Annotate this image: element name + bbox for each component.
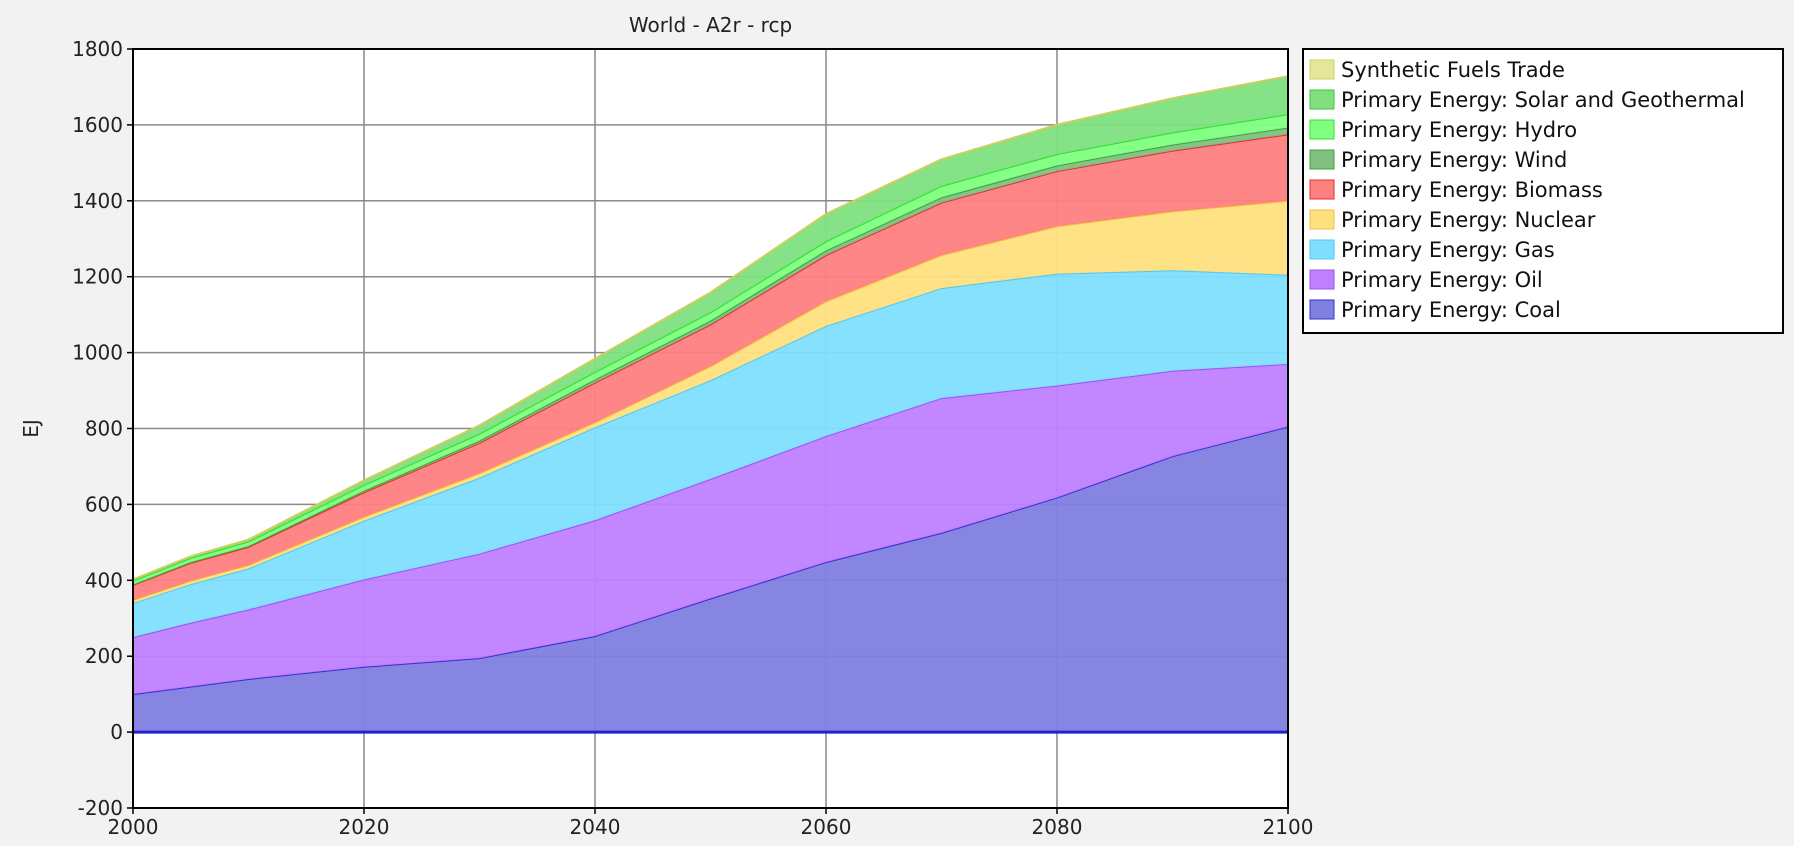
legend-swatch xyxy=(1309,269,1335,290)
legend-swatch xyxy=(1309,179,1335,200)
legend-swatch xyxy=(1309,119,1335,140)
x-tick-label: 2040 xyxy=(570,815,621,839)
y-tick-label: 1600 xyxy=(72,113,123,137)
series-line xyxy=(132,75,1289,581)
area-series xyxy=(133,364,1288,695)
y-tick-label: 600 xyxy=(85,492,123,516)
x-tick-label: 2080 xyxy=(1032,815,1083,839)
legend-label: Synthetic Fuels Trade xyxy=(1341,58,1565,82)
y-tick-label: 1200 xyxy=(72,265,123,289)
axes: -200 0 200 400 600 800 1000 1200 1400 1600 1800 200… xyxy=(72,37,1313,839)
area-series xyxy=(133,426,1288,733)
y-tick-label: 200 xyxy=(85,644,123,668)
legend-swatch xyxy=(1309,209,1335,230)
y-tick-label: -200 xyxy=(78,796,123,820)
legend-swatch xyxy=(1309,149,1335,170)
legend-label: Primary Energy: Solar and Geothermal xyxy=(1341,88,1745,112)
area-series xyxy=(133,270,1288,638)
legend-label: Primary Energy: Oil xyxy=(1341,268,1543,292)
legend-label: Primary Energy: Nuclear xyxy=(1341,208,1596,232)
legend-label: Primary Energy: Coal xyxy=(1341,298,1561,322)
y-tick-label: 800 xyxy=(85,417,123,441)
legend-swatch xyxy=(1309,59,1335,80)
legend-label: Primary Energy: Biomass xyxy=(1341,178,1603,202)
x-tick-label: 2000 xyxy=(108,815,159,839)
legend-swatch xyxy=(1309,89,1335,110)
y-tick-label: 1000 xyxy=(72,341,123,365)
legend-swatch xyxy=(1309,299,1335,320)
chart-title: World - A2r - rcp xyxy=(629,13,792,37)
area-series xyxy=(133,76,1288,581)
y-tick-label: 1400 xyxy=(72,189,123,213)
legend-label: Primary Energy: Gas xyxy=(1341,238,1555,262)
legend: Synthetic Fuels Trade Primary Energy: Sol… xyxy=(1302,48,1784,334)
area-series xyxy=(133,134,1288,600)
legend-label: Primary Energy: Wind xyxy=(1341,148,1567,172)
legend-label: Primary Energy: Hydro xyxy=(1341,118,1577,142)
x-tick-label: 2020 xyxy=(339,815,390,839)
y-tick-label: 0 xyxy=(110,720,123,744)
legend-box xyxy=(1302,48,1784,334)
series-line xyxy=(132,199,1289,601)
area-series xyxy=(133,200,1288,604)
y-axis-label: EJ xyxy=(19,419,43,438)
y-tick-label: 1800 xyxy=(72,37,123,61)
x-tick-label: 2060 xyxy=(801,815,852,839)
legend-swatch xyxy=(1309,239,1335,260)
x-tick-label: 2100 xyxy=(1263,815,1314,839)
plot-areas xyxy=(132,75,1289,734)
y-tick-label: 400 xyxy=(85,568,123,592)
